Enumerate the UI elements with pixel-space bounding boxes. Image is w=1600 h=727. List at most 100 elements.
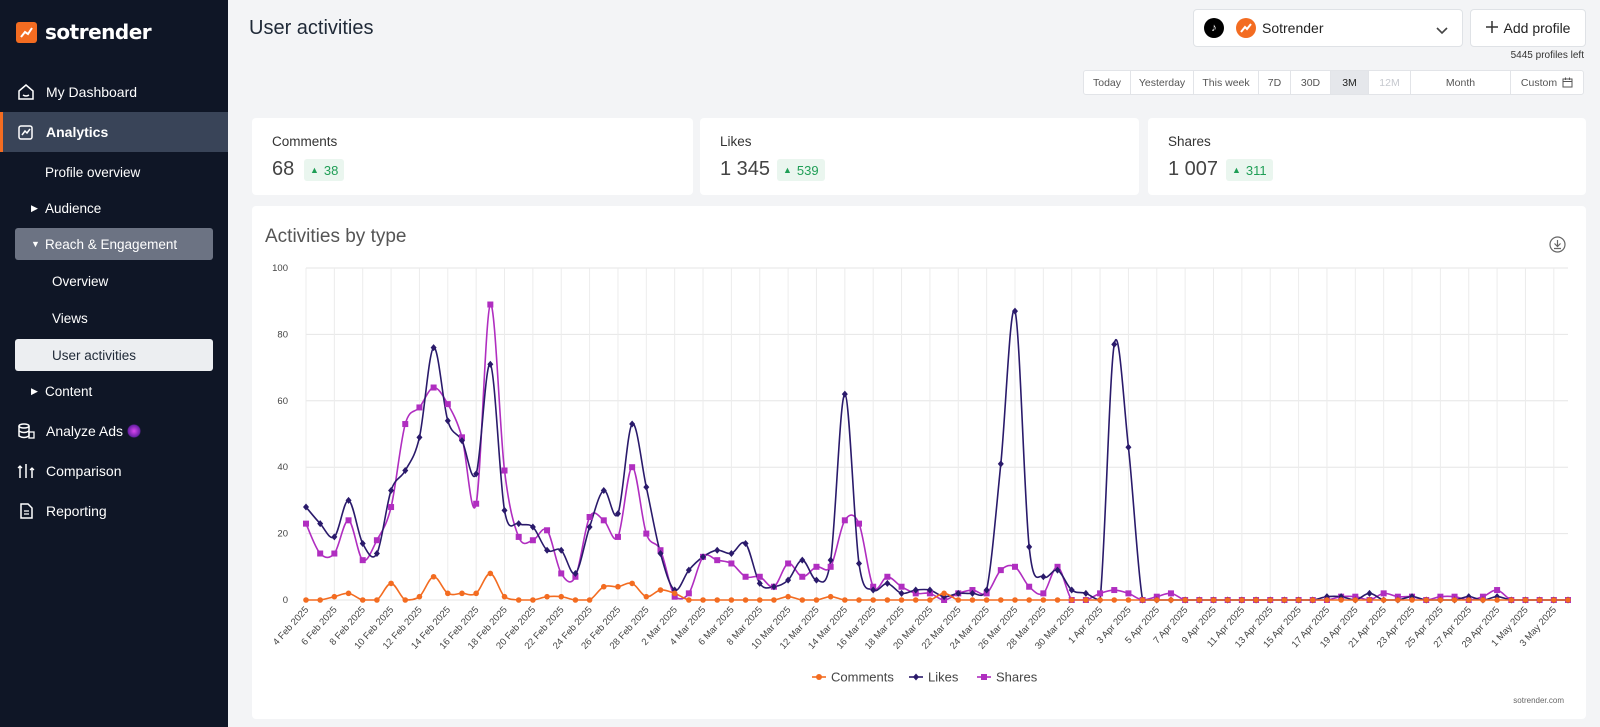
data-point-comments: [629, 580, 635, 587]
data-point-shares: [1026, 583, 1033, 590]
data-point-shares: [303, 520, 309, 527]
sidebar-item-content[interactable]: ▶ Content: [15, 375, 213, 407]
data-point-shares: [1040, 590, 1047, 597]
data-point-comments: [700, 597, 706, 603]
data-point-likes: [1011, 307, 1018, 315]
data-point-likes: [388, 486, 395, 494]
sidebar-item-dashboard[interactable]: My Dashboard: [0, 72, 228, 112]
stat-delta-badge: ▲ 539: [777, 159, 825, 181]
data-point-comments: [1480, 597, 1486, 603]
chart-title: Activities by type: [265, 226, 407, 247]
data-point-likes: [515, 520, 522, 528]
sidebar-item-overview[interactable]: Overview: [15, 265, 213, 297]
data-point-comments: [416, 593, 423, 600]
data-point-comments: [1565, 597, 1571, 603]
data-point-comments: [742, 597, 749, 603]
data-point-likes: [1111, 340, 1118, 348]
data-point-shares: [898, 583, 905, 590]
data-point-comments: [728, 597, 735, 603]
sidebar-item-reach-engagement[interactable]: ▼ Reach & Engagement: [15, 228, 213, 260]
data-point-comments: [898, 597, 905, 603]
sidebar-item-reporting[interactable]: Reporting: [0, 491, 228, 531]
data-point-comments: [1465, 597, 1472, 603]
sidebar-item-label: Reach & Engagement: [45, 236, 178, 252]
data-point-comments: [1210, 597, 1217, 603]
data-point-shares: [997, 567, 1004, 574]
sidebar-item-analytics[interactable]: Analytics: [0, 112, 228, 152]
data-point-likes: [416, 433, 423, 441]
data-point-comments: [671, 590, 678, 597]
data-point-comments: [842, 597, 848, 603]
data-point-comments: [615, 583, 621, 590]
data-point-comments: [473, 590, 479, 597]
data-point-comments: [1139, 597, 1146, 603]
sidebar-item-label: Views: [52, 310, 88, 326]
data-point-likes: [317, 520, 324, 528]
add-profile-button[interactable]: Add profile: [1470, 9, 1586, 47]
data-point-comments: [1224, 597, 1231, 603]
data-point-comments: [827, 593, 834, 600]
logo[interactable]: sotrender: [16, 20, 152, 44]
range-7d-button[interactable]: 7D: [1259, 71, 1291, 94]
range-this-week-button[interactable]: This week: [1194, 71, 1259, 94]
data-point-comments: [1182, 597, 1188, 603]
sidebar-item-profile-overview[interactable]: Profile overview: [15, 156, 213, 188]
ads-icon: [16, 421, 36, 441]
data-point-comments: [912, 597, 919, 603]
data-point-likes: [487, 360, 494, 368]
range-custom-button[interactable]: Custom: [1511, 71, 1583, 94]
range-30d-button[interactable]: 30D: [1291, 71, 1331, 94]
data-point-comments: [998, 597, 1004, 603]
data-point-comments: [1295, 597, 1302, 603]
profile-selector[interactable]: ♪ Sotrender: [1193, 9, 1463, 47]
range-3m-button[interactable]: 3M: [1331, 71, 1369, 94]
data-point-comments: [1508, 597, 1515, 603]
stat-delta-value: 38: [323, 162, 339, 178]
data-point-shares: [331, 550, 338, 557]
data-point-shares: [501, 467, 508, 474]
data-point-comments: [572, 597, 579, 603]
range-month-button[interactable]: Month: [1411, 71, 1511, 94]
sidebar-item-comparison[interactable]: Comparison: [0, 451, 228, 491]
data-point-comments: [983, 597, 990, 603]
stat-label: Likes: [720, 134, 752, 149]
data-point-comments: [388, 580, 394, 587]
data-point-likes: [558, 546, 565, 554]
data-point-likes: [1366, 589, 1373, 597]
data-point-shares: [558, 570, 565, 577]
data-point-shares: [586, 514, 593, 520]
download-icon[interactable]: [1549, 236, 1566, 258]
data-point-likes: [997, 460, 1004, 468]
data-point-comments: [331, 593, 338, 600]
sidebar-item-analyze-ads[interactable]: Analyze Ads: [0, 411, 228, 451]
data-point-likes: [926, 586, 933, 594]
data-point-shares: [756, 573, 763, 580]
sidebar-item-label: Overview: [52, 273, 109, 289]
data-point-shares: [1125, 590, 1132, 597]
data-point-likes: [856, 559, 863, 567]
data-point-likes: [345, 496, 352, 504]
data-point-comments: [1423, 597, 1430, 603]
stat-delta-value: 539: [796, 162, 819, 178]
data-point-shares: [614, 533, 621, 540]
series-line-shares: [305, 303, 1568, 601]
data-point-comments: [1409, 597, 1415, 603]
sidebar-item-audience[interactable]: ▶ Audience: [15, 192, 213, 224]
sidebar: sotrender My Dashboard Analytics Profile…: [0, 0, 228, 727]
sidebar-item-label: Comparison: [46, 463, 122, 479]
data-point-comments: [1111, 597, 1118, 603]
range-yesterday-button[interactable]: Yesterday: [1131, 71, 1194, 94]
data-point-likes: [1040, 573, 1047, 581]
trend-up-icon: ▲: [783, 165, 792, 175]
caret-right-icon: ▶: [31, 385, 38, 396]
data-point-comments: [1097, 597, 1103, 603]
y-tick-label: 20: [277, 529, 288, 540]
sidebar-item-views[interactable]: Views: [15, 302, 213, 334]
data-point-shares: [728, 560, 735, 567]
sidebar-item-label: Analyze Ads: [46, 423, 124, 439]
data-point-comments: [856, 597, 862, 603]
stat-delta-value: 311: [1245, 162, 1267, 178]
range-today-button[interactable]: Today: [1084, 71, 1131, 94]
sidebar-item-user-activities[interactable]: User activities: [15, 339, 213, 371]
